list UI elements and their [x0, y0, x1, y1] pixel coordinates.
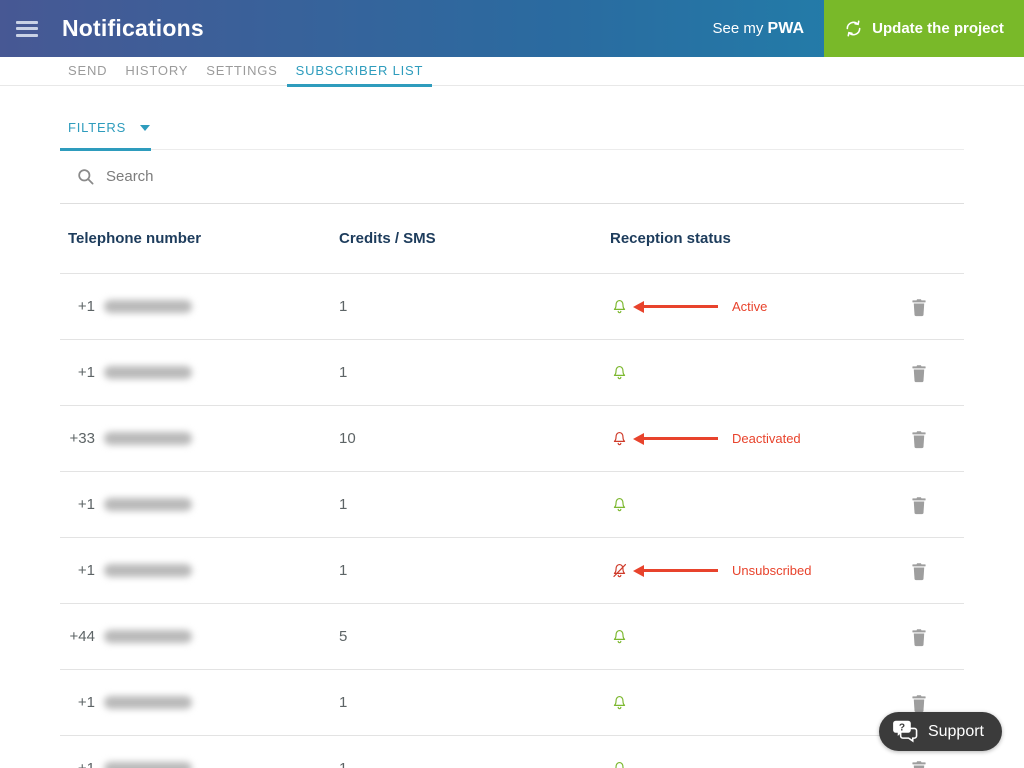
trash-icon[interactable] — [908, 295, 964, 319]
phone-prefix: +1 — [77, 562, 95, 579]
col-credits-sms: Credits / SMS — [339, 230, 436, 247]
trash-icon[interactable] — [908, 691, 964, 715]
app-header: Notifications See my PWA Update the proj… — [0, 0, 1024, 57]
phone-prefix: +1 — [77, 364, 95, 381]
reception-status-bell-icon[interactable] — [610, 363, 629, 382]
phone-number-redacted — [104, 432, 192, 445]
col-telephone-number: Telephone number — [68, 230, 202, 247]
update-project-button[interactable]: Update the project — [824, 0, 1024, 57]
annotation-label: Deactivated — [732, 431, 801, 446]
phone-prefix: +1 — [77, 298, 95, 315]
credits-value: 1 — [339, 298, 348, 315]
reception-status-bell-icon[interactable] — [610, 627, 629, 646]
search-bar — [60, 150, 964, 204]
chevron-down-icon — [140, 124, 151, 131]
phone-number-redacted — [104, 630, 192, 643]
credits-value: 1 — [339, 694, 348, 711]
tab-subscriber-list[interactable]: SUBSCRIBER LIST — [286, 57, 433, 87]
annotation-label: Unsubscribed — [732, 563, 812, 578]
phone-number-redacted — [104, 300, 192, 313]
support-button[interactable]: ? Support — [878, 712, 1002, 751]
subscriber-list: +1 1 Active — [60, 274, 964, 768]
table-row: +1 1 — [60, 670, 964, 736]
tab-send[interactable]: SEND — [68, 62, 108, 78]
table-row: +1 1 Active — [60, 274, 964, 340]
trash-icon[interactable] — [908, 757, 964, 768]
status-annotation: Deactivated — [629, 431, 801, 446]
trash-icon[interactable] — [908, 361, 964, 385]
credits-value: 1 — [339, 496, 348, 513]
phone-number-redacted — [104, 366, 192, 379]
trash-icon[interactable] — [908, 427, 964, 451]
filters-toggle[interactable]: FILTERS — [68, 120, 151, 135]
phone-prefix: +1 — [77, 694, 95, 711]
tab-settings[interactable]: SETTINGS — [206, 62, 278, 78]
chat-help-icon: ? — [892, 720, 919, 743]
reception-status-bell-icon[interactable] — [610, 297, 629, 316]
reception-status-bell-icon[interactable] — [610, 759, 629, 768]
status-annotation: Active — [629, 299, 767, 314]
reception-status-bell-icon[interactable] — [610, 495, 629, 514]
table-row: +33 10 Deactivated — [60, 406, 964, 472]
table-row: +1 1 — [60, 340, 964, 406]
see-my-pwa-link[interactable]: See my PWA — [712, 19, 804, 37]
search-input[interactable] — [106, 168, 806, 185]
status-annotation: Unsubscribed — [629, 563, 812, 578]
credits-value: 10 — [339, 430, 356, 447]
reception-status-bell-icon[interactable] — [610, 561, 629, 580]
phone-prefix: +44 — [69, 628, 95, 645]
trash-icon[interactable] — [908, 559, 964, 583]
phone-prefix: +33 — [69, 430, 95, 447]
annotation-arrow-icon — [633, 300, 718, 313]
tab-history[interactable]: HISTORY — [125, 62, 189, 78]
credits-value: 5 — [339, 628, 348, 645]
phone-number-redacted — [104, 564, 192, 577]
filters-row: FILTERS — [60, 119, 964, 151]
annotation-label: Active — [732, 299, 768, 314]
phone-prefix: +1 — [60, 760, 95, 768]
col-reception-status: Reception status — [610, 230, 731, 247]
credits-value: 1 — [339, 562, 348, 579]
phone-number-redacted — [104, 696, 192, 709]
table-row: +1 1 — [60, 472, 964, 538]
filters-label: FILTERS — [68, 120, 127, 135]
credits-value: 1 — [339, 760, 610, 768]
phone-prefix: +1 — [77, 496, 95, 513]
table-row: +44 5 — [60, 604, 964, 670]
phone-number-redacted — [104, 762, 192, 768]
tab-bar: SEND HISTORY SETTINGS SUBSCRIBER LIST — [0, 57, 1024, 87]
table-row: +1 1 — [60, 736, 964, 768]
refresh-icon — [844, 19, 863, 38]
table-header: Telephone number Credits / SMS Reception… — [60, 204, 964, 274]
page-title: Notifications — [62, 15, 204, 41]
trash-icon[interactable] — [908, 625, 964, 649]
reception-status-bell-icon[interactable] — [610, 693, 629, 712]
search-icon — [76, 167, 95, 186]
annotation-arrow-icon — [633, 432, 718, 445]
menu-icon[interactable] — [16, 17, 38, 40]
table-row: +1 1 Unsubscribed — [60, 538, 964, 604]
reception-status-bell-icon[interactable] — [610, 429, 629, 448]
credits-value: 1 — [339, 364, 348, 381]
annotation-arrow-icon — [633, 564, 718, 577]
phone-number-redacted — [104, 498, 192, 511]
trash-icon[interactable] — [908, 493, 964, 517]
svg-text:?: ? — [899, 722, 905, 733]
